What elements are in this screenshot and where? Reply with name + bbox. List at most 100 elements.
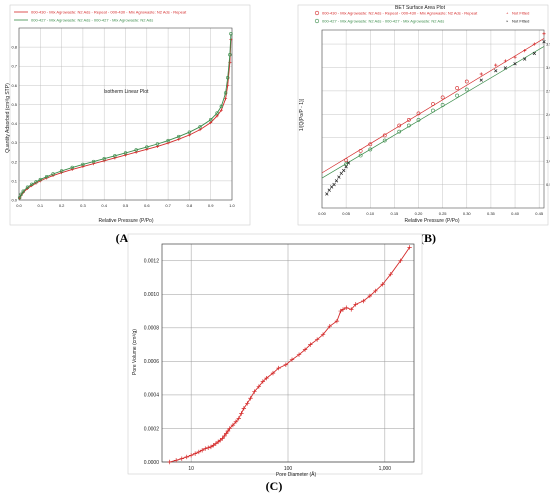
panel-a-y-tick-label: 0.0 bbox=[11, 198, 17, 203]
panel-b-legend-marker-4: × bbox=[506, 19, 509, 24]
panel-c-series-point bbox=[203, 446, 208, 451]
panel-b-series-1-fitted-point bbox=[406, 118, 411, 122]
panel-a-x-tick-label: 0.9 bbox=[208, 203, 214, 208]
panel-a-x-tick-label: 0.6 bbox=[144, 203, 150, 208]
panel-b-series-2-fitted-point bbox=[382, 138, 387, 143]
panel-c-frame bbox=[127, 233, 423, 475]
panel-a-y-tick-label: 0.3 bbox=[11, 140, 17, 145]
panel-a-y-tick-label: 0.5 bbox=[11, 102, 17, 107]
panel-a-series-1-line bbox=[19, 39, 232, 199]
panel-b-series-1-not-fitted-point bbox=[479, 72, 483, 76]
panel-b-series-1-not-fitted-point bbox=[503, 59, 507, 63]
panel-c-y-tick-label: 0.0006 bbox=[144, 359, 160, 365]
panel-b-series-1-fitted-point bbox=[358, 148, 363, 153]
panel-a-series-2-point bbox=[17, 196, 22, 200]
panel-c-series-point bbox=[245, 401, 250, 406]
panel-b-series-2-not-fitted-point bbox=[327, 188, 331, 192]
panel-a-x-tick-label: 0.0 bbox=[16, 203, 22, 208]
panel-c-series-point bbox=[239, 411, 244, 416]
panel-b-series-1-fitted-point bbox=[368, 142, 373, 147]
panel-c-series-point bbox=[264, 375, 269, 381]
panel-a-series-1-point bbox=[187, 133, 191, 137]
panel-b-x-tick-label: 0.20 bbox=[415, 211, 424, 216]
panel-b-ticks: 0.00 0.05 0.10 0.15 0.20 0.25 0.30 0.35 0.40 0.45… bbox=[318, 42, 550, 216]
panel-c-series bbox=[167, 245, 412, 465]
panel-b-y-tick-label: 1.5 bbox=[546, 135, 550, 140]
panel-a-series-2-point bbox=[91, 159, 96, 164]
panel-c-series-point bbox=[230, 422, 236, 428]
panel-b-series-1-fitted-point bbox=[344, 158, 349, 163]
panel-b-plot-area bbox=[321, 29, 545, 209]
panel-b-y-tick-label: 2.0 bbox=[546, 112, 550, 117]
panel-c-series-point bbox=[225, 428, 231, 434]
panel-a-series-2-point bbox=[21, 189, 25, 193]
panel-a-x-tick-label: 0.3 bbox=[80, 203, 86, 208]
panel-b-series-1-not-fitted-point bbox=[494, 63, 498, 67]
panel-c-series-point bbox=[296, 352, 302, 357]
panel-c-series-point bbox=[327, 323, 332, 329]
panel-c-y-tick-label: 0.0012 bbox=[144, 259, 160, 265]
panel-b-x-tick-label: 0.00 bbox=[318, 211, 327, 216]
panel-b-y-tick-label: 0.5 bbox=[546, 182, 550, 187]
panel-b-series-2-fitted-point bbox=[416, 118, 421, 122]
panel-b-x-tick-label: 0.25 bbox=[439, 211, 448, 216]
panel-b-grid bbox=[321, 29, 545, 209]
panel-b-series-2-not-fitted-point bbox=[334, 179, 339, 183]
panel-c-series-point bbox=[276, 365, 281, 371]
panel-c-x-tick-label: 10 bbox=[188, 466, 194, 472]
panel-a-series-1-point bbox=[215, 114, 219, 118]
panel-a-y-tick-label: 0.2 bbox=[11, 159, 17, 164]
panel-a-series-2-point bbox=[25, 185, 30, 189]
panel-b-series-2-not-fitted-point bbox=[532, 51, 536, 56]
panel-b-series-1-fitted-point bbox=[397, 123, 402, 128]
panel-b-series-1-not-fitted-point bbox=[542, 32, 546, 36]
panel-a-x-tick-label: 0.7 bbox=[165, 203, 171, 208]
panel-b-x-tick-label: 0.10 bbox=[366, 211, 375, 216]
panel-c-series-point bbox=[349, 307, 354, 312]
panel-b-legend-text-1: 000-430 - Mix Agrowaste: N2 Ads - Repeat… bbox=[322, 11, 478, 16]
panel-b-y-tick-label: 1.0 bbox=[546, 159, 550, 164]
panel-b-frame bbox=[297, 4, 549, 226]
panel-a-series-1-point bbox=[198, 128, 202, 132]
panel-b-series-2-not-fitted-point bbox=[494, 69, 498, 73]
panel-a-series-2-point bbox=[219, 104, 224, 109]
panel-c-series-point bbox=[167, 459, 172, 465]
panel-c-series-point bbox=[208, 444, 214, 450]
panel-c-series-point bbox=[220, 436, 225, 441]
panel-c-series-point bbox=[334, 318, 340, 324]
panel-c-series-point bbox=[270, 370, 276, 376]
panel-c-series-point bbox=[344, 305, 349, 310]
panel-a-series-2-point bbox=[34, 180, 38, 184]
panel-c-series-point bbox=[222, 433, 227, 439]
panel-b-series-1-fitted-point bbox=[455, 86, 460, 90]
panel-b-series-2-not-fitted-point bbox=[325, 192, 329, 196]
panel-a-series-2-point bbox=[166, 138, 170, 143]
panel-c-series-point bbox=[199, 448, 205, 453]
panel-c-y-axis-label: Pore Volume (cm³/g) bbox=[132, 329, 138, 375]
panel-a-series-2-point bbox=[187, 130, 192, 134]
panel-b-series-1-fitted-point bbox=[464, 79, 469, 84]
panel-b-y-tick-label: 3.5 bbox=[546, 42, 550, 47]
panel-c-series-point bbox=[388, 271, 393, 277]
panel-b-series bbox=[321, 32, 546, 196]
panel-a-series-2-point bbox=[177, 134, 181, 139]
panel-a-y-tick-label: 0.4 bbox=[11, 121, 17, 126]
panel-c-series-point bbox=[227, 426, 232, 431]
panel-b-series-2-not-fitted-point bbox=[342, 168, 346, 173]
panel-c-x-axis-label: Pore Diameter (Å) bbox=[276, 471, 317, 478]
panel-c-series-point bbox=[340, 307, 346, 312]
panel-c-series-point bbox=[320, 332, 326, 337]
panel-c-y-tick-label: 0.0000 bbox=[144, 460, 160, 466]
panel-c-series-point bbox=[314, 337, 320, 342]
panel-a-title: Isotherm Linear Plot bbox=[104, 89, 149, 95]
panel-a-series-2-point bbox=[209, 118, 213, 122]
panel-a-series-1-point bbox=[60, 171, 64, 175]
panel-b-series-2-not-fitted-point bbox=[339, 171, 343, 175]
panel-c-y-tick-label: 0.0004 bbox=[144, 393, 160, 399]
panel-b-series-1-not-fitted-point bbox=[532, 42, 536, 46]
panel-c-series-point bbox=[213, 441, 219, 446]
panel-c-x-tick-label: 100 bbox=[284, 466, 293, 472]
panel-a-series-2-point bbox=[19, 192, 23, 196]
panel-a-series-2-point bbox=[145, 145, 149, 149]
